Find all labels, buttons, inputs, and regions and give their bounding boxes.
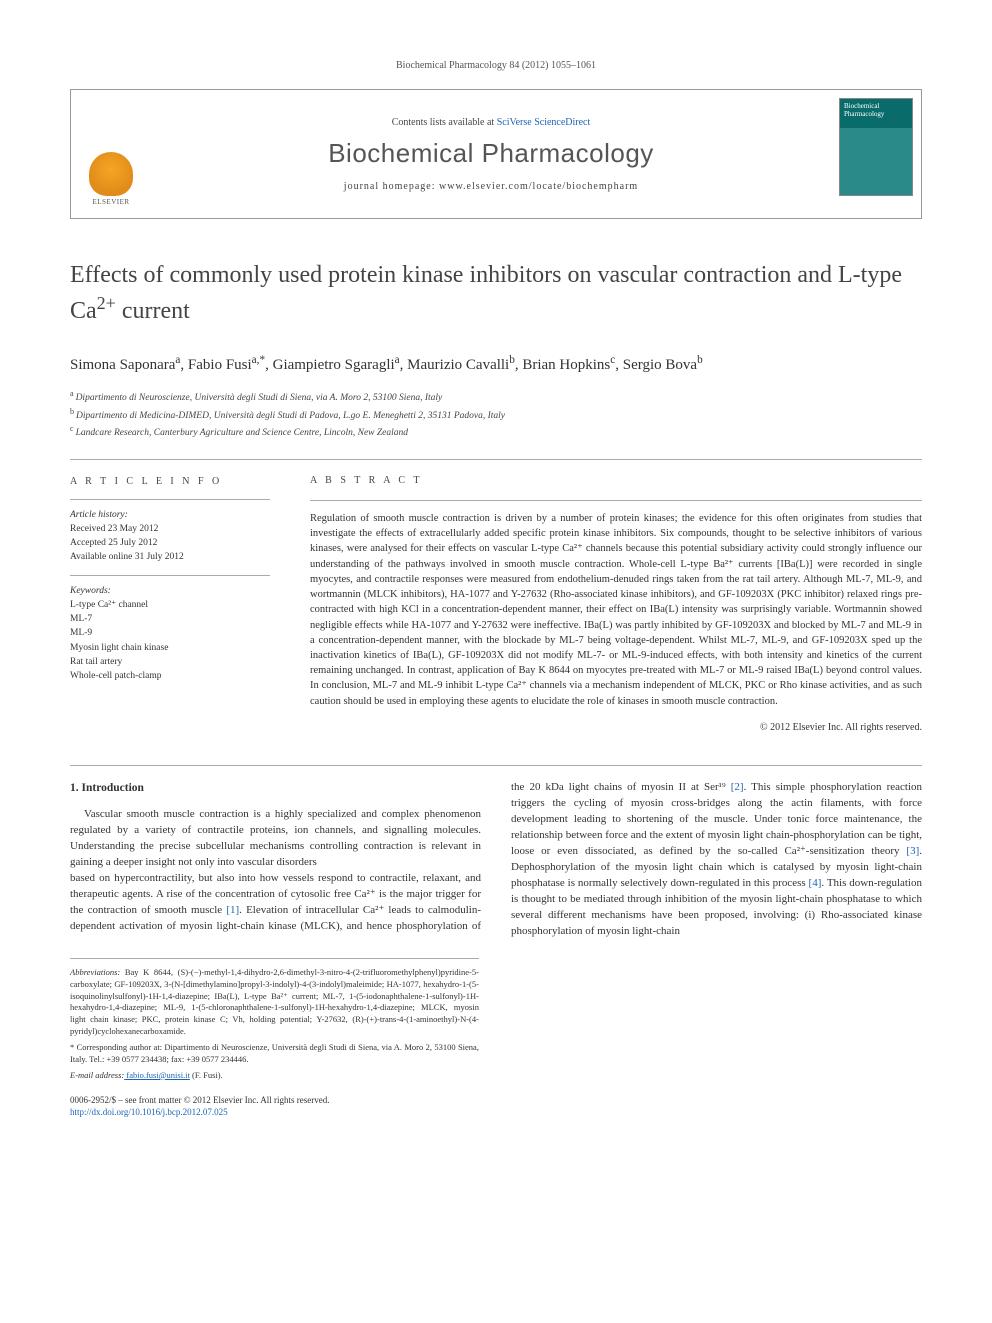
page-root: Biochemical Pharmacology 84 (2012) 1055–…: [0, 0, 992, 1159]
title-post: current: [116, 298, 190, 324]
contents-prefix: Contents lists available at: [392, 117, 497, 128]
abbreviations: Abbreviations: Bay K 8644, (S)-(−)-methy…: [70, 967, 479, 1038]
journal-homepage: journal homepage: www.elsevier.com/locat…: [344, 181, 638, 192]
article-info-heading: A R T I C L E I N F O: [70, 474, 270, 489]
masthead: ELSEVIER Contents lists available at Sci…: [70, 89, 922, 219]
elsevier-tree-icon: [89, 152, 133, 196]
history-online: Available online 31 July 2012: [70, 550, 270, 564]
affiliation-b: bDipartimento di Medicina-DIMED, Univers…: [70, 406, 922, 423]
running-header: Biochemical Pharmacology 84 (2012) 1055–…: [70, 60, 922, 71]
authors-line: Simona Saponaraa, Fabio Fusia,*, Giampie…: [70, 352, 922, 377]
contents-line: Contents lists available at SciVerse Sci…: [392, 117, 591, 128]
abstract: A B S T R A C T Regulation of smooth mus…: [310, 474, 922, 736]
masthead-center: Contents lists available at SciVerse Sci…: [151, 90, 831, 218]
doi-block: 0006-2952/$ – see front matter © 2012 El…: [70, 1094, 922, 1119]
affiliation-c: cLandcare Research, Canterbury Agricultu…: [70, 423, 922, 440]
corresponding-author: * Corresponding author at: Dipartimento …: [70, 1042, 479, 1066]
abstract-copyright: © 2012 Elsevier Inc. All rights reserved…: [310, 721, 922, 736]
intro-heading: 1. Introduction: [70, 780, 481, 797]
title-sup: 2+: [97, 293, 116, 313]
info-rule-1: [70, 499, 270, 500]
journal-cover-thumb: Biochemical Pharmacology: [839, 98, 913, 196]
keyword-5: Whole-cell patch-clamp: [70, 669, 270, 683]
publisher-logo-cell: ELSEVIER: [71, 90, 151, 218]
rule-bottom: [70, 765, 922, 766]
rule-top: [70, 459, 922, 460]
affiliation-a: aDipartimento di Neuroscienze, Universit…: [70, 388, 922, 405]
elsevier-logo-text: ELSEVIER: [92, 198, 129, 206]
body-columns: 1. Introduction Vascular smooth muscle c…: [70, 780, 922, 939]
keyword-3: Myosin light chain kinase: [70, 641, 270, 655]
keyword-0: L-type Ca²⁺ channel: [70, 598, 270, 612]
history-received: Received 23 May 2012: [70, 522, 270, 536]
journal-name: Biochemical Pharmacology: [328, 138, 654, 169]
front-matter-line: 0006-2952/$ – see front matter © 2012 El…: [70, 1094, 922, 1107]
footnotes: Abbreviations: Bay K 8644, (S)-(−)-methy…: [70, 958, 479, 1082]
keyword-2: ML-9: [70, 626, 270, 640]
keyword-1: ML-7: [70, 612, 270, 626]
history-label: Article history:: [70, 508, 270, 522]
title-pre: Effects of commonly used protein kinase …: [70, 262, 902, 324]
abstract-heading: A B S T R A C T: [310, 474, 922, 489]
cover-thumb-title: Biochemical Pharmacology: [844, 103, 908, 118]
elsevier-logo: ELSEVIER: [85, 152, 137, 212]
keywords-label: Keywords:: [70, 584, 270, 598]
info-rule-2: [70, 575, 270, 576]
ref-2[interactable]: [2]: [731, 781, 744, 793]
corr-email-link[interactable]: fabio.fusi@unisi.it: [124, 1070, 190, 1080]
info-abstract-row: A R T I C L E I N F O Article history: R…: [70, 474, 922, 736]
email-footnote: E-mail address: fabio.fusi@unisi.it (F. …: [70, 1070, 479, 1082]
ref-3[interactable]: [3]: [906, 845, 919, 857]
article-info: A R T I C L E I N F O Article history: R…: [70, 474, 270, 736]
abstract-rule: [310, 500, 922, 501]
history-accepted: Accepted 25 July 2012: [70, 536, 270, 550]
keyword-4: Rat tail artery: [70, 655, 270, 669]
affiliations: aDipartimento di Neuroscienze, Universit…: [70, 388, 922, 440]
article-title: Effects of commonly used protein kinase …: [70, 259, 922, 328]
abstract-text: Regulation of smooth muscle contraction …: [310, 511, 922, 709]
ref-4[interactable]: [4]: [809, 877, 822, 889]
cover-thumb-cell: Biochemical Pharmacology: [831, 90, 921, 218]
intro-p1: Vascular smooth muscle contraction is a …: [70, 807, 481, 871]
sciencedirect-link[interactable]: SciVerse ScienceDirect: [497, 117, 591, 128]
doi-link[interactable]: http://dx.doi.org/10.1016/j.bcp.2012.07.…: [70, 1107, 228, 1117]
ref-1[interactable]: [1]: [226, 904, 239, 916]
